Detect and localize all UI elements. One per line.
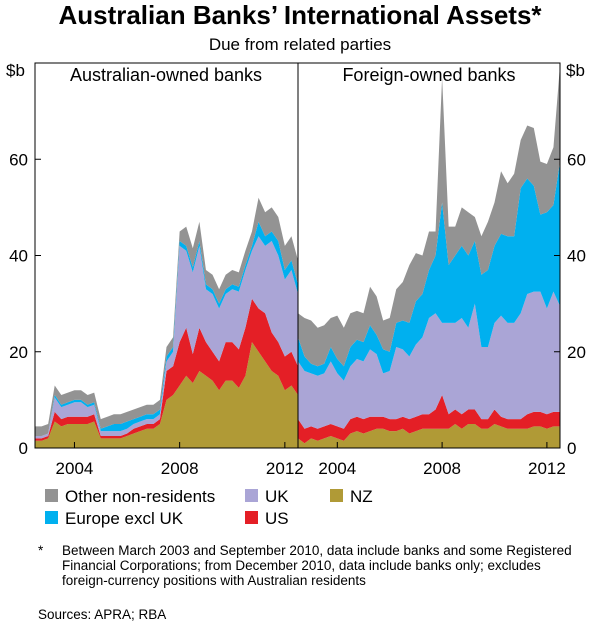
x-tick-label-p0-2004: 2004 — [56, 459, 94, 478]
area-uk-panel-0 — [35, 236, 298, 439]
area-us-panel-1 — [298, 395, 560, 444]
footnote-marker: * — [38, 543, 44, 558]
y-tick-label-right-0: 0 — [567, 439, 576, 458]
area-other-panel-0 — [35, 197, 298, 436]
y-tick-label-left-20: 20 — [9, 343, 28, 362]
footnote-text: Between March 2003 and September 2010, d… — [62, 543, 572, 588]
legend-label-uk: UK — [265, 487, 289, 506]
x-tick-label-p1-2008: 2008 — [423, 459, 461, 478]
area-nz-panel-0 — [35, 342, 298, 448]
chart: Australian Banks’ International Assets* … — [6, 0, 586, 528]
y-axis-left: 0 20 40 60 — [9, 150, 41, 458]
chart-subtitle: Due from related parties — [209, 35, 391, 54]
legend-label-other: Other non-residents — [65, 487, 215, 506]
x-tick-label-p0-2008: 2008 — [161, 459, 199, 478]
legend: Other non-residents UK NZ Europe excl UK… — [45, 487, 373, 528]
area-uk-panel-1 — [298, 291, 560, 429]
legend-swatch-nz — [330, 489, 343, 502]
y-tick-label-left-0: 0 — [19, 439, 28, 458]
legend-item-nz: NZ — [330, 487, 373, 506]
x-tick-label-p1-2004: 2004 — [318, 459, 356, 478]
legend-label-nz: NZ — [350, 487, 373, 506]
y-tick-label-right-60: 60 — [567, 150, 586, 169]
panel-title-australian: Australian-owned banks — [70, 65, 262, 85]
y-unit-label-right: $b — [566, 61, 585, 80]
panel-australian-owned — [35, 197, 298, 448]
legend-item-us: US — [245, 509, 289, 528]
y-tick-label-left-40: 40 — [9, 247, 28, 266]
y-unit-label-left: $b — [6, 61, 25, 80]
y-tick-label-left-60: 60 — [9, 150, 28, 169]
y-tick-label-right-20: 20 — [567, 343, 586, 362]
legend-label-eu: Europe excl UK — [65, 509, 184, 528]
legend-swatch-uk — [245, 489, 258, 502]
legend-label-us: US — [265, 509, 289, 528]
legend-swatch-us — [245, 511, 258, 524]
area-nz-panel-1 — [298, 423, 560, 448]
chart-title: Australian Banks’ International Assets* — [58, 0, 542, 30]
y-axis-right: 0 20 40 60 — [554, 150, 586, 458]
legend-swatch-other — [45, 489, 58, 502]
y-tick-label-right-40: 40 — [567, 247, 586, 266]
panel-title-foreign: Foreign-owned banks — [342, 65, 515, 85]
area-eu-panel-1 — [298, 161, 560, 381]
sources: Sources: APRA; RBA — [38, 607, 167, 622]
x-tick-label-p1-2012: 2012 — [528, 459, 566, 478]
area-us-panel-0 — [35, 298, 298, 441]
panel-foreign-owned — [298, 65, 560, 448]
legend-item-other: Other non-residents — [45, 487, 215, 506]
legend-swatch-eu — [45, 511, 58, 524]
area-other-panel-1 — [298, 65, 560, 367]
x-tick-label-p0-2012: 2012 — [266, 459, 304, 478]
legend-item-eu: Europe excl UK — [45, 509, 184, 528]
x-axis: 2004 2008 2012 2004 2008 2012 — [56, 442, 566, 478]
legend-item-uk: UK — [245, 487, 289, 506]
